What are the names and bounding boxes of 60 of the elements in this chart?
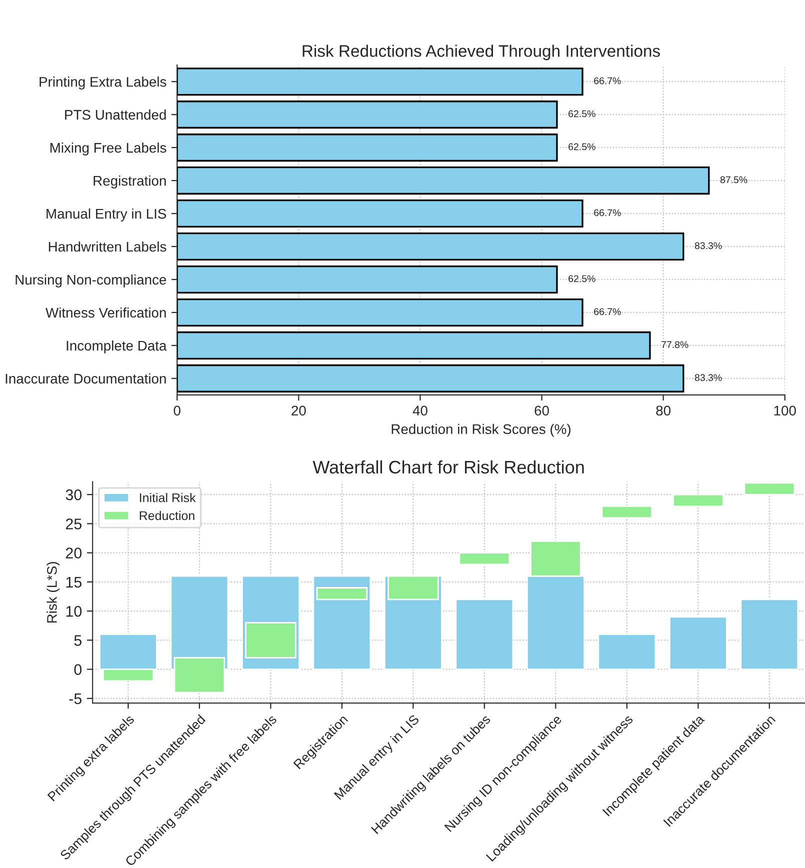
bar [177, 100, 558, 129]
bar [740, 598, 799, 670]
y-tick-label: Handwritten Labels [48, 241, 166, 252]
bar [245, 622, 296, 658]
data-label: 83.3% [694, 242, 722, 250]
bar [601, 506, 653, 519]
y-tick-label: Nursing Non-compliance [16, 274, 166, 288]
chart-title: Risk Reductions Achieved Through Interventions [302, 44, 660, 60]
data-label: 62.5% [568, 275, 596, 282]
bar [177, 166, 710, 195]
legend-label: Reduction [140, 510, 194, 520]
bar [177, 232, 684, 261]
y-tick-label: Mixing Free Labels [50, 142, 166, 156]
bar [668, 616, 728, 670]
chart-title: Waterfall Chart for Risk Reduction [312, 460, 584, 474]
y-tick-label: 10 [66, 606, 82, 617]
data-label: 66.7% [594, 209, 621, 216]
y-tick-label: 0 [74, 664, 82, 675]
x-tick-label: 80 [656, 406, 670, 416]
y-tick-label: -5 [69, 693, 82, 704]
x-tick-label: 20 [292, 406, 306, 416]
y-tick-label: Registration [94, 176, 166, 188]
bar [177, 298, 584, 327]
bar [672, 494, 724, 507]
y-tick-label: PTS Unattended [65, 110, 166, 120]
bar [177, 265, 558, 294]
y-tick-label: Manual Entry in LIS [46, 208, 166, 222]
y-tick-label: 25 [66, 518, 82, 530]
x-tick-label: 0 [174, 406, 180, 416]
bar [177, 68, 584, 96]
y-tick-label: 15 [66, 576, 82, 588]
y-tick-label: Incomplete Data [66, 340, 167, 354]
bar [177, 364, 684, 392]
data-label: 66.7% [594, 77, 621, 84]
y-tick-label: 30 [66, 489, 82, 500]
y-tick-label: 5 [74, 635, 82, 646]
bar [455, 598, 514, 670]
x-tick-label: 40 [412, 406, 428, 416]
y-tick-label: Inaccurate Documentation [6, 373, 166, 384]
data-label: 83.3% [694, 374, 722, 382]
bar [177, 200, 584, 228]
y-tick-label: Printing Extra Labels [40, 76, 166, 90]
y-tick-label: 20 [66, 548, 82, 558]
x-tick-label: 100 [774, 406, 796, 416]
data-label: 66.7% [594, 308, 621, 316]
y-tick-label: Witness Verification [46, 307, 166, 318]
bar [177, 134, 558, 162]
bar [744, 482, 796, 496]
bar [598, 634, 656, 670]
legend-label: Initial Risk [140, 492, 196, 502]
bar [177, 331, 651, 360]
data-label: 62.5% [568, 110, 596, 118]
data-label: 77.8% [662, 341, 688, 348]
bar [458, 552, 510, 566]
x-tick-label: 60 [534, 406, 549, 416]
data-label: 62.5% [568, 143, 596, 150]
data-label: 87.5% [720, 176, 748, 184]
bar [316, 587, 368, 600]
x-axis-title: Reduction in Risk Scores (%) [392, 424, 570, 437]
y-axis-title: Risk (L*S) [46, 562, 60, 623]
